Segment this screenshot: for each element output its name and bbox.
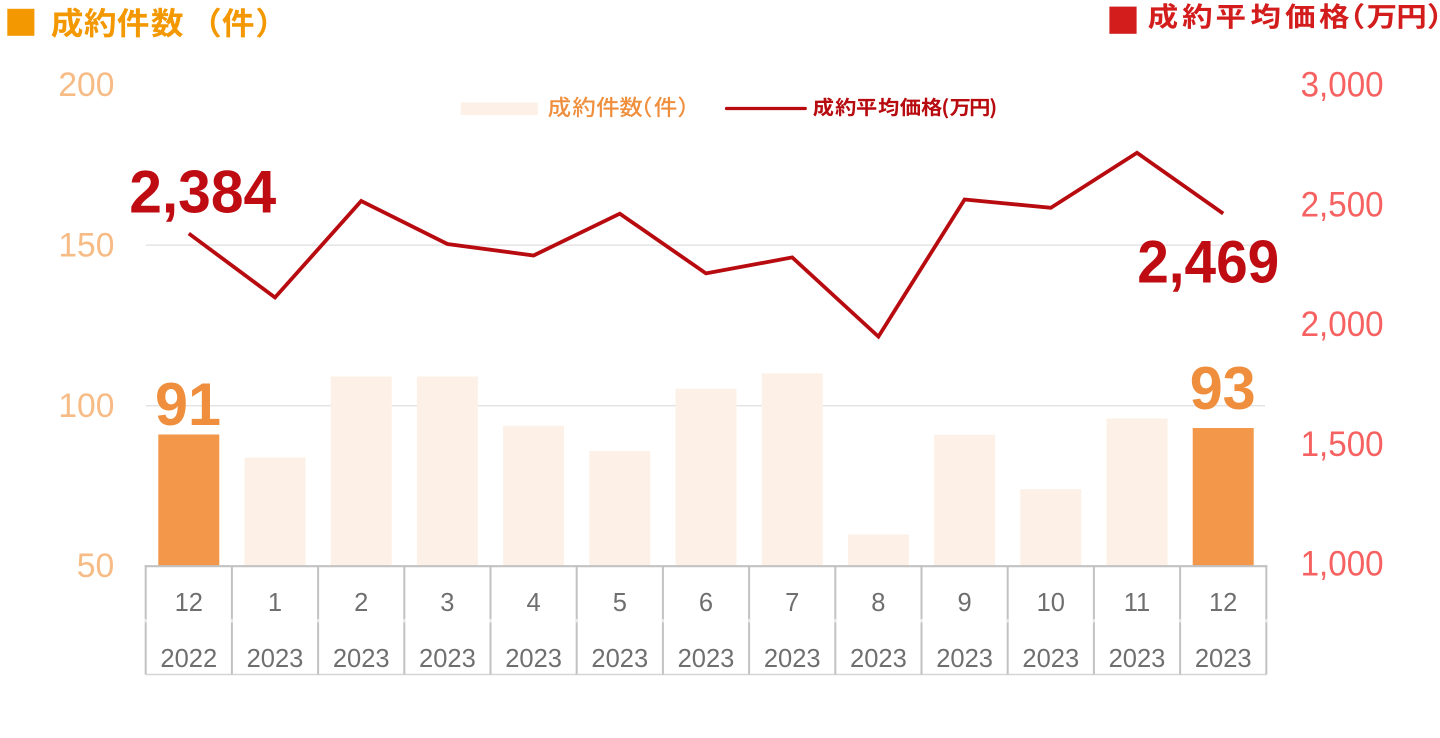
svg-text:2,000: 2,000	[1301, 305, 1384, 344]
svg-text:100: 100	[58, 387, 114, 425]
svg-text:9: 9	[958, 589, 972, 617]
svg-text:50: 50	[77, 547, 115, 585]
svg-text:2023: 2023	[764, 645, 821, 673]
svg-text:1: 1	[268, 589, 282, 617]
svg-text:6: 6	[699, 589, 713, 617]
svg-text:2,384: 2,384	[129, 159, 277, 226]
svg-text:200: 200	[58, 66, 114, 104]
svg-text:150: 150	[58, 227, 114, 265]
svg-text:8: 8	[871, 589, 885, 617]
svg-text:2023: 2023	[419, 645, 476, 673]
svg-text:3,000: 3,000	[1301, 66, 1384, 105]
svg-text:2023: 2023	[333, 645, 390, 673]
svg-text:1,500: 1,500	[1301, 425, 1384, 464]
svg-text:10: 10	[1037, 589, 1065, 617]
svg-text:4: 4	[527, 589, 541, 617]
svg-text:2022: 2022	[160, 645, 217, 673]
svg-text:2023: 2023	[1195, 645, 1252, 673]
svg-text:2023: 2023	[247, 645, 304, 673]
svg-text:3: 3	[440, 589, 454, 617]
svg-text:2023: 2023	[936, 645, 993, 673]
svg-text:11: 11	[1124, 589, 1150, 617]
svg-text:2023: 2023	[1109, 645, 1166, 673]
svg-text:2,469: 2,469	[1137, 228, 1279, 295]
svg-text:2023: 2023	[591, 645, 648, 673]
svg-text:2023: 2023	[850, 645, 907, 673]
svg-text:12: 12	[1209, 589, 1237, 617]
svg-text:2,500: 2,500	[1301, 185, 1384, 224]
svg-text:2023: 2023	[678, 645, 735, 673]
svg-text:7: 7	[785, 589, 799, 617]
svg-text:2023: 2023	[505, 645, 562, 673]
svg-text:91: 91	[155, 370, 221, 438]
svg-text:5: 5	[613, 589, 627, 617]
svg-text:2023: 2023	[1022, 645, 1079, 673]
svg-text:1,000: 1,000	[1301, 545, 1384, 584]
svg-text:12: 12	[175, 589, 203, 617]
svg-text:93: 93	[1190, 354, 1256, 422]
svg-text:2: 2	[354, 589, 368, 617]
